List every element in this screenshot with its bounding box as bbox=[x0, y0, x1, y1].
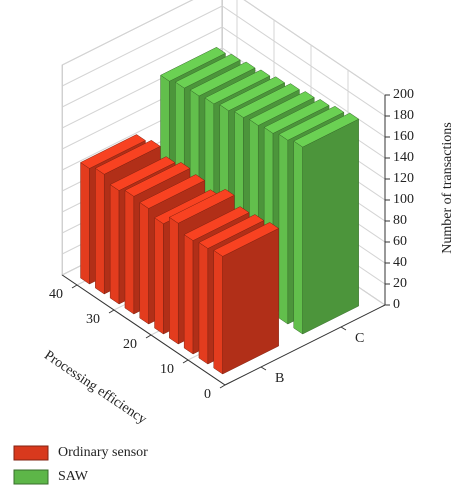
bar-side bbox=[278, 133, 289, 325]
x-tick-label: 0 bbox=[204, 387, 211, 402]
bar-top bbox=[234, 83, 300, 118]
bar-front bbox=[302, 118, 359, 335]
z-tick-label: 120 bbox=[393, 171, 414, 186]
x-tick bbox=[108, 309, 115, 314]
x-tick bbox=[145, 334, 152, 339]
bar-side bbox=[213, 249, 223, 375]
category-tick bbox=[340, 326, 347, 331]
x-tick-label: 10 bbox=[160, 362, 174, 377]
legend-swatch bbox=[13, 469, 49, 485]
grid-line bbox=[61, 0, 386, 96]
z-tick-label: 20 bbox=[393, 276, 407, 291]
z-tick-label: 40 bbox=[393, 255, 407, 270]
x-tick-label: 20 bbox=[123, 337, 137, 352]
bar-side bbox=[154, 217, 164, 335]
bar-top bbox=[278, 105, 345, 141]
bar-top bbox=[213, 222, 280, 257]
bar-top bbox=[293, 112, 360, 148]
z-tick-label: 0 bbox=[393, 297, 400, 312]
bar-side bbox=[109, 184, 120, 305]
x-tick bbox=[71, 284, 78, 289]
bar-side bbox=[124, 189, 135, 315]
z-tick-label: 200 bbox=[393, 87, 414, 102]
bar-top bbox=[160, 46, 226, 82]
legend-swatch bbox=[13, 445, 49, 461]
bar-top bbox=[204, 69, 271, 105]
bar-side bbox=[293, 140, 303, 335]
bar-top bbox=[263, 99, 330, 134]
x-tick-label: 30 bbox=[86, 312, 100, 327]
legend-label: SAW bbox=[58, 469, 89, 484]
bar-side bbox=[198, 242, 209, 365]
bar-side bbox=[139, 202, 149, 325]
bar-top bbox=[94, 140, 161, 175]
z-tick-label: 160 bbox=[393, 129, 414, 144]
bar-side bbox=[95, 167, 105, 295]
x-tick bbox=[219, 384, 226, 389]
bar-top bbox=[109, 156, 176, 191]
bar-top bbox=[168, 188, 235, 224]
x-axis-title: Processing efficiency bbox=[41, 348, 149, 427]
bar-top bbox=[189, 61, 256, 97]
legend-label: Ordinary sensor bbox=[58, 445, 148, 460]
bar-top bbox=[174, 53, 241, 89]
grid-line bbox=[61, 5, 386, 117]
category-axis bbox=[224, 304, 386, 386]
bar-top bbox=[248, 91, 315, 126]
x-tick bbox=[182, 359, 189, 364]
bar bbox=[213, 222, 280, 375]
bar-top bbox=[198, 214, 265, 249]
grid-line bbox=[61, 26, 386, 138]
z-tick-label: 140 bbox=[393, 150, 414, 165]
bar bbox=[293, 112, 360, 335]
bar-top bbox=[80, 134, 146, 169]
category-label: B bbox=[275, 371, 284, 386]
bar-top bbox=[219, 76, 286, 112]
bar-side bbox=[169, 216, 179, 345]
x-axis bbox=[61, 274, 226, 386]
bar-top bbox=[124, 162, 191, 197]
z-tick-label: 60 bbox=[393, 234, 407, 249]
bar-top bbox=[183, 206, 250, 241]
x-tick-label: 40 bbox=[49, 287, 63, 302]
category-tick bbox=[260, 366, 267, 371]
z-tick-label: 80 bbox=[393, 213, 407, 228]
z-tick-label: 100 bbox=[393, 192, 414, 207]
z-axis-title: Number of transactions bbox=[440, 122, 455, 253]
bar-side bbox=[183, 234, 194, 355]
bar-top bbox=[139, 174, 206, 209]
bar-side bbox=[80, 162, 90, 285]
z-tick-label: 180 bbox=[393, 108, 414, 123]
category-label: C bbox=[355, 331, 364, 346]
